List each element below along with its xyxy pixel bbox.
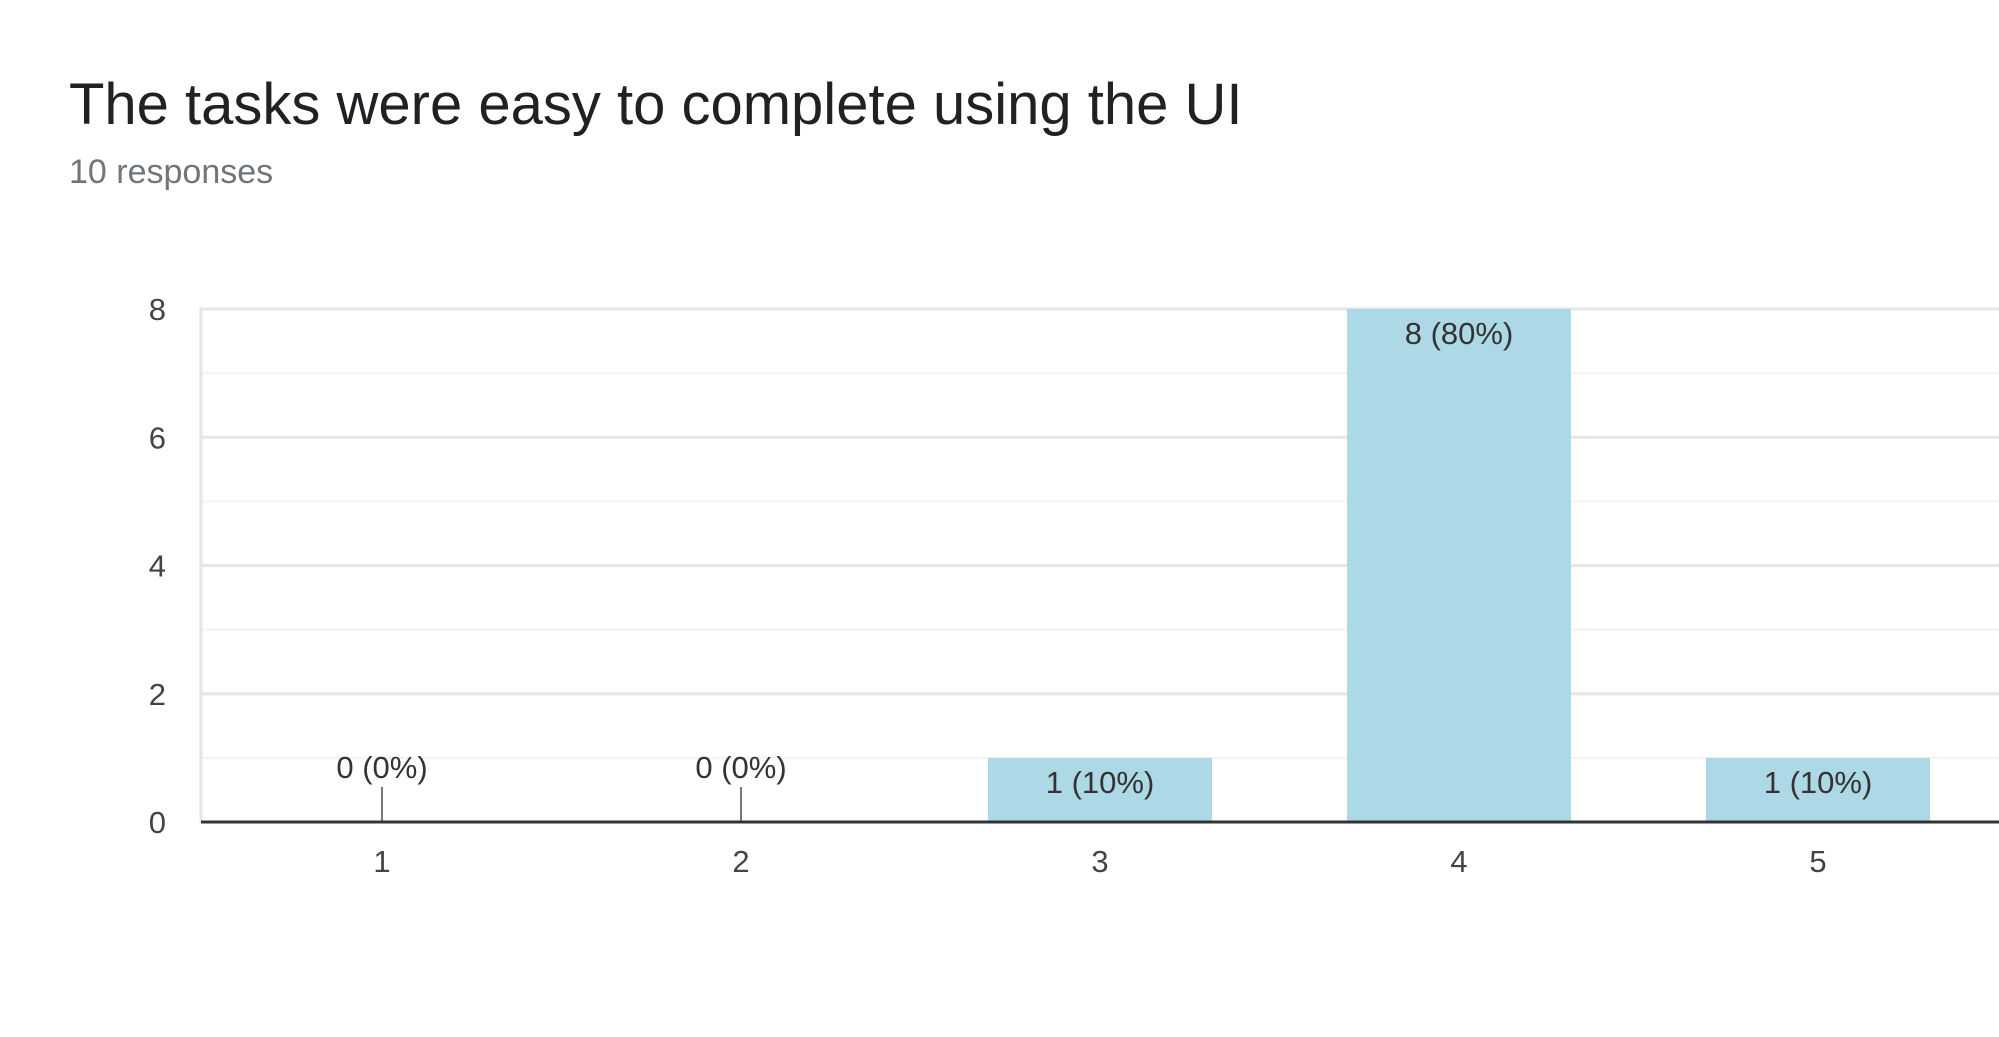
response-count: 10 responses bbox=[69, 153, 274, 191]
y-tick-label: 2 bbox=[149, 677, 166, 712]
bar bbox=[988, 757, 1212, 822]
x-tick-label: 4 bbox=[1450, 844, 1467, 879]
y-tick-label: 8 bbox=[149, 292, 166, 327]
x-tick-label: 2 bbox=[732, 844, 749, 879]
y-tick-label: 6 bbox=[149, 420, 166, 455]
y-tick-label: 4 bbox=[149, 549, 166, 584]
data-label: 1 (10%) bbox=[1046, 765, 1155, 800]
data-labels: 0 (0%) 0 (0%) 1 (10%) 8 (80%) 1 (10%) bbox=[336, 316, 1872, 800]
grid-lines bbox=[199, 307, 1999, 822]
data-label: 0 (0%) bbox=[695, 750, 786, 785]
x-tick-label: 3 bbox=[1091, 844, 1108, 879]
bars bbox=[381, 309, 1930, 822]
x-tick-label: 5 bbox=[1809, 844, 1826, 879]
y-tick-label: 0 bbox=[149, 805, 166, 840]
data-label: 0 (0%) bbox=[336, 750, 427, 785]
chart-title: The tasks were easy to complete using th… bbox=[69, 72, 1243, 137]
bar bbox=[1706, 757, 1930, 822]
x-tick-label: 1 bbox=[373, 844, 390, 879]
axes: 0 2 4 6 8 1 2 3 4 5 bbox=[149, 292, 1999, 879]
data-label: 1 (10%) bbox=[1764, 765, 1873, 800]
bar bbox=[1347, 309, 1571, 822]
data-label: 8 (80%) bbox=[1405, 316, 1514, 351]
